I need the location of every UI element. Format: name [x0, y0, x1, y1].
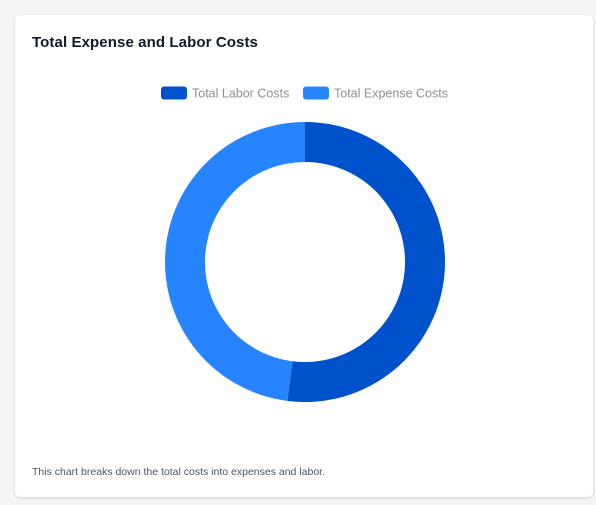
- slice-0[interactable]: [287, 121, 446, 402]
- legend-label-1: Total Expense Costs: [334, 87, 448, 101]
- chart-slices: [165, 121, 446, 402]
- chart-legend: Total Labor Costs Total Expense Costs: [161, 86, 448, 101]
- card-title: Total Expense and Labor Costs: [32, 34, 258, 51]
- doughnut-chart: Total Labor Costs Total Expense Costs: [161, 86, 448, 402]
- legend-label-0: Total Labor Costs: [192, 87, 289, 101]
- slice-1[interactable]: [165, 122, 305, 401]
- legend-item-0[interactable]: Total Labor Costs: [161, 86, 289, 101]
- chart-card: Total Expense and Labor Costs Total Labo…: [15, 15, 593, 497]
- legend-item-1[interactable]: Total Expense Costs: [303, 86, 448, 101]
- card-description: This chart breaks down the total costs i…: [32, 466, 326, 478]
- legend-swatch-0: [161, 86, 187, 100]
- legend-swatch-1: [303, 86, 329, 100]
